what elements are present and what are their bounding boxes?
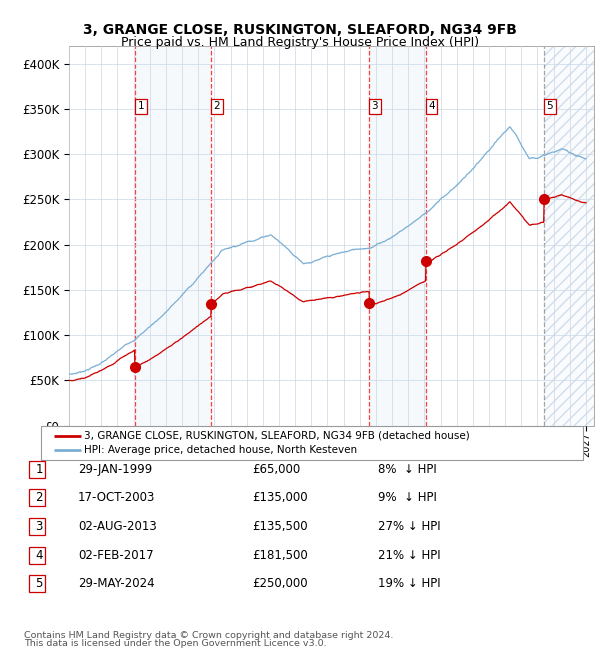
Bar	[544, 46, 594, 426]
Text: £181,500: £181,500	[252, 549, 308, 562]
3, GRANGE CLOSE, RUSKINGTON, SLEAFORD, NG34 9FB (detached house)	[558, 191, 565, 199]
Text: 21% ↓ HPI: 21% ↓ HPI	[378, 549, 440, 562]
HPI: Average price, detached house, North Kesteven: (2e+03, 5.7e+04): Average price, detached house, North Kes…	[65, 370, 73, 378]
HPI: Average price, detached house, North Kesteven: (2e+03, 9.81e+04): Average price, detached house, North Kes…	[134, 333, 142, 341]
HPI: Average price, detached house, North Kesteven: (2.01e+03, 1.94e+05): Average price, detached house, North Kes…	[348, 246, 355, 254]
Text: 29-MAY-2024: 29-MAY-2024	[78, 577, 155, 590]
3, GRANGE CLOSE, RUSKINGTON, SLEAFORD, NG34 9FB (detached house)	[337, 292, 344, 300]
Text: 8%  ↓ HPI: 8% ↓ HPI	[378, 463, 437, 476]
Text: £135,000: £135,000	[252, 491, 308, 504]
Text: 3: 3	[35, 520, 43, 533]
Text: 9%  ↓ HPI: 9% ↓ HPI	[378, 491, 437, 504]
Text: 3, GRANGE CLOSE, RUSKINGTON, SLEAFORD, NG34 9FB (detached house): 3, GRANGE CLOSE, RUSKINGTON, SLEAFORD, N…	[84, 431, 470, 441]
Text: 19% ↓ HPI: 19% ↓ HPI	[378, 577, 440, 590]
3, GRANGE CLOSE, RUSKINGTON, SLEAFORD, NG34 9FB (detached house)	[348, 290, 355, 298]
HPI: Average price, detached house, North Kesteven: (2.01e+03, 1.91e+05): Average price, detached house, North Kes…	[337, 249, 344, 257]
3, GRANGE CLOSE, RUSKINGTON, SLEAFORD, NG34 9FB (detached house)	[583, 199, 590, 207]
Bar	[369, 46, 426, 426]
Text: Contains HM Land Registry data © Crown copyright and database right 2024.: Contains HM Land Registry data © Crown c…	[24, 631, 394, 640]
HPI: Average price, detached house, North Kesteven: (2.02e+03, 3.3e+05): Average price, detached house, North Kes…	[506, 123, 514, 131]
Text: HPI: Average price, detached house, North Kesteven: HPI: Average price, detached house, Nort…	[84, 445, 357, 456]
Text: 1: 1	[35, 463, 43, 476]
Text: 5: 5	[547, 101, 553, 111]
Text: 3: 3	[371, 101, 378, 111]
Text: Price paid vs. HM Land Registry's House Price Index (HPI): Price paid vs. HM Land Registry's House …	[121, 36, 479, 49]
Text: 1: 1	[137, 101, 144, 111]
Text: 4: 4	[428, 101, 435, 111]
Text: 4: 4	[35, 549, 43, 562]
3, GRANGE CLOSE, RUSKINGTON, SLEAFORD, NG34 9FB (detached house)	[65, 376, 73, 384]
Text: 02-AUG-2013: 02-AUG-2013	[78, 520, 157, 533]
Text: 2: 2	[35, 491, 43, 504]
Text: 5: 5	[35, 577, 43, 590]
HPI: Average price, detached house, North Kesteven: (2e+03, 5.69e+04): Average price, detached house, North Kes…	[68, 370, 76, 378]
3, GRANGE CLOSE, RUSKINGTON, SLEAFORD, NG34 9FB (detached house)	[134, 361, 142, 369]
Text: £65,000: £65,000	[252, 463, 300, 476]
Text: £135,500: £135,500	[252, 520, 308, 533]
3, GRANGE CLOSE, RUSKINGTON, SLEAFORD, NG34 9FB (detached house)	[153, 352, 160, 359]
Text: This data is licensed under the Open Government Licence v3.0.: This data is licensed under the Open Gov…	[24, 639, 326, 648]
Text: £250,000: £250,000	[252, 577, 308, 590]
3, GRANGE CLOSE, RUSKINGTON, SLEAFORD, NG34 9FB (detached house)	[240, 285, 247, 292]
Text: 3, GRANGE CLOSE, RUSKINGTON, SLEAFORD, NG34 9FB: 3, GRANGE CLOSE, RUSKINGTON, SLEAFORD, N…	[83, 23, 517, 37]
HPI: Average price, detached house, North Kesteven: (2.01e+03, 2.01e+05): Average price, detached house, North Kes…	[240, 239, 247, 247]
Text: 17-OCT-2003: 17-OCT-2003	[78, 491, 155, 504]
Line: HPI: Average price, detached house, North Kesteven: HPI: Average price, detached house, Nort…	[69, 127, 586, 374]
Text: 2: 2	[214, 101, 220, 111]
Bar	[135, 46, 211, 426]
HPI: Average price, detached house, North Kesteven: (2.03e+03, 2.95e+05): Average price, detached house, North Kes…	[583, 155, 590, 162]
Bar	[544, 46, 594, 426]
HPI: Average price, detached house, North Kesteven: (2.01e+03, 1.88e+05): Average price, detached house, North Kes…	[290, 252, 297, 259]
HPI: Average price, detached house, North Kesteven: (2e+03, 1.16e+05): Average price, detached house, North Kes…	[153, 317, 160, 325]
Text: 02-FEB-2017: 02-FEB-2017	[78, 549, 154, 562]
3, GRANGE CLOSE, RUSKINGTON, SLEAFORD, NG34 9FB (detached house)	[68, 377, 76, 385]
Line: 3, GRANGE CLOSE, RUSKINGTON, SLEAFORD, NG34 9FB (detached house): 3, GRANGE CLOSE, RUSKINGTON, SLEAFORD, N…	[69, 195, 586, 381]
Text: 29-JAN-1999: 29-JAN-1999	[78, 463, 152, 476]
3, GRANGE CLOSE, RUSKINGTON, SLEAFORD, NG34 9FB (detached house)	[290, 292, 297, 300]
Text: 27% ↓ HPI: 27% ↓ HPI	[378, 520, 440, 533]
